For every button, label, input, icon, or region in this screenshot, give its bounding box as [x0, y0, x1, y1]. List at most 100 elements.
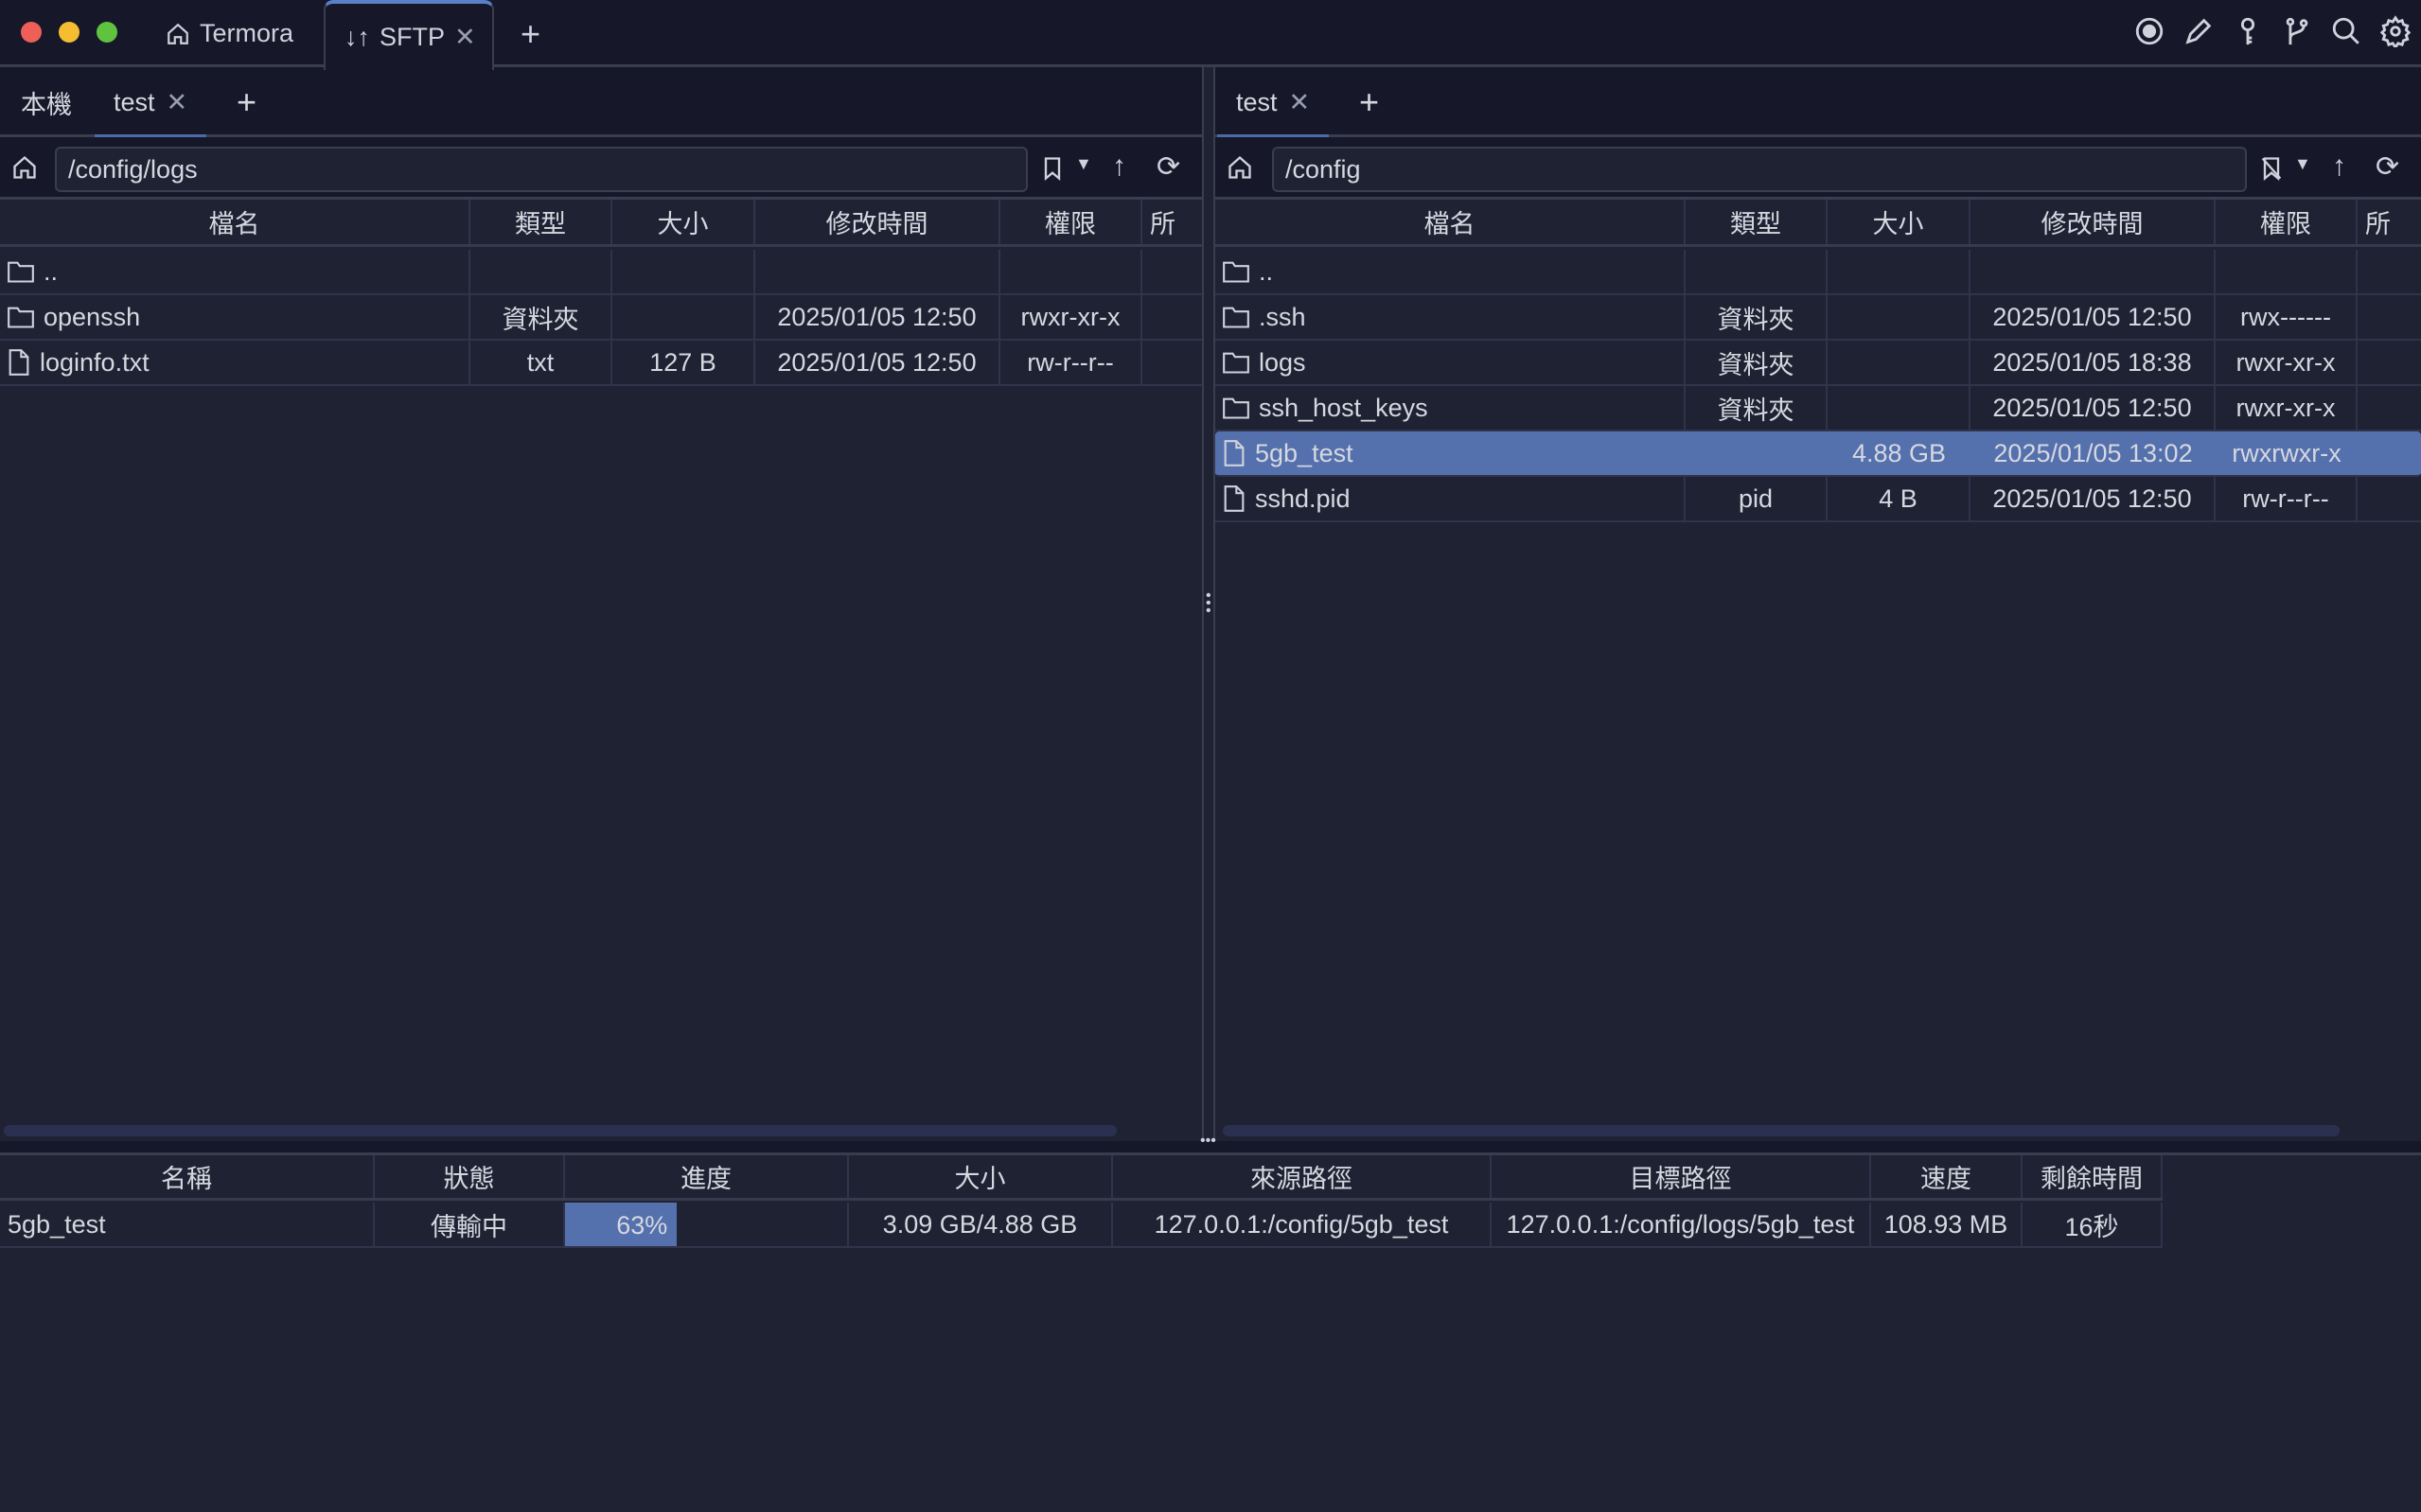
new-tab-button[interactable]: +	[218, 67, 275, 137]
column-header[interactable]: 權限	[2216, 200, 2358, 244]
cell: rw-r--r--	[1000, 341, 1142, 384]
tab-sftp[interactable]: ↓↑ SFTP ✕	[324, 0, 494, 70]
chevron-down-icon[interactable]: ▼	[2294, 154, 2311, 173]
home-icon	[166, 22, 190, 46]
column-header[interactable]: 來源路徑	[1113, 1155, 1492, 1198]
horizontal-scrollbar[interactable]	[4, 1125, 1117, 1136]
folder-icon	[1223, 396, 1249, 419]
cell	[755, 250, 1000, 293]
file-mtime: 2025/01/05 13:02	[1993, 438, 2193, 467]
new-tab-button[interactable]: +	[1340, 67, 1398, 137]
file-row[interactable]: .ssh 資料夾 2025/01/05 12:50 rwx------	[1215, 295, 2421, 341]
column-header[interactable]: 權限	[1000, 200, 1142, 244]
file-perm: rw-r--r--	[2242, 483, 2329, 513]
cell	[612, 250, 755, 293]
file-row[interactable]: ..	[0, 250, 1221, 295]
file-row[interactable]: sshd.pid pid 4 B 2025/01/05 12:50 rw-r--r--	[1215, 477, 2421, 522]
column-header[interactable]: 速度	[1871, 1155, 2023, 1198]
arrow-up-icon[interactable]: ↑	[2332, 150, 2346, 182]
refresh-icon[interactable]: ⟳	[1157, 151, 1181, 183]
minimize-window-button[interactable]	[59, 22, 80, 43]
column-header[interactable]: 檔名	[1215, 200, 1686, 244]
file-perm: rwxrwxr-x	[2232, 438, 2341, 467]
vertical-splitter[interactable]: •••	[0, 1133, 2421, 1154]
column-header[interactable]: 檔名	[0, 200, 470, 244]
pencil-icon[interactable]	[2182, 15, 2215, 47]
cell	[2358, 431, 2421, 475]
file-size: 4 B	[1879, 483, 1917, 513]
tab-test[interactable]: test ✕	[95, 67, 207, 140]
panel-splitter[interactable]: • • •	[1202, 67, 1215, 1141]
tab-local[interactable]: 本機	[2, 67, 91, 137]
column-header[interactable]: 修改時間	[1970, 200, 2216, 244]
title-bar: Termora ↓↑ SFTP ✕ +	[0, 0, 2421, 70]
cell: 4 B	[1828, 477, 1970, 520]
column-header[interactable]: 狀態	[375, 1155, 565, 1198]
new-tab-button[interactable]: +	[502, 0, 559, 67]
file-row[interactable]: loginfo.txt txt 127 B 2025/01/05 12:50 rw-r-…	[0, 341, 1221, 386]
column-header[interactable]: 所	[2358, 200, 2421, 244]
transfer-row[interactable]: 5gb_test 傳輸中 63% 3.09 GB/4.88 GB 127.0.0.1:/…	[0, 1203, 2163, 1248]
text: 127.0.0.1:/config/5gb_test	[1154, 1209, 1449, 1239]
cell: openssh	[0, 295, 470, 339]
search-icon[interactable]	[2330, 15, 2362, 47]
maximize-window-button[interactable]	[97, 22, 117, 43]
tab-termora[interactable]: Termora	[147, 0, 312, 67]
folder-icon	[1223, 351, 1249, 374]
cell: sshd.pid	[1215, 477, 1686, 520]
record-icon[interactable]	[2133, 15, 2165, 47]
cell: 2025/01/05 12:50	[1970, 386, 2216, 430]
file-size: 4.88 GB	[1851, 438, 1947, 467]
cell	[1828, 341, 1970, 384]
cell: rwx------	[2216, 295, 2358, 339]
file-row[interactable]: 5gb_test 4.88 GB 2025/01/05 13:02 rwxrwxr-x	[1215, 431, 2421, 477]
file-row[interactable]: ssh_host_keys 資料夾 2025/01/05 12:50 rwxr-xr-…	[1215, 386, 2421, 431]
column-header[interactable]: 進度	[565, 1155, 849, 1198]
home-icon[interactable]	[11, 154, 38, 181]
column-header[interactable]: 類型	[470, 200, 612, 244]
close-tab-icon[interactable]: ✕	[166, 87, 188, 116]
file-name: ssh_host_keys	[1259, 393, 1428, 422]
file-row[interactable]: openssh 資料夾 2025/01/05 12:50 rwxr-xr-x	[0, 295, 1221, 341]
file-row[interactable]: logs 資料夾 2025/01/05 18:38 rwxr-xr-x	[1215, 341, 2421, 386]
column-header[interactable]: 修改時間	[755, 200, 1000, 244]
cell: 2025/01/05 12:50	[755, 341, 1000, 384]
path-input[interactable]: /config	[1272, 147, 2247, 192]
refresh-icon[interactable]: ⟳	[2376, 151, 2400, 183]
bookmark-icon[interactable]	[1039, 154, 1066, 183]
cell: ..	[1215, 250, 1686, 293]
tab-label: 本機	[21, 90, 72, 119]
tab-test[interactable]: test ✕	[1217, 67, 1330, 140]
file-icon	[8, 349, 30, 376]
file-row[interactable]: ..	[1215, 250, 2421, 295]
path-bar: /config/logs ▼ ↑ ⟳	[0, 137, 1202, 200]
cell: 2025/01/05 12:50	[1970, 295, 2216, 339]
column-header[interactable]: 大小	[849, 1155, 1113, 1198]
close-tab-icon[interactable]: ✕	[454, 22, 476, 51]
folder-icon	[1223, 260, 1249, 283]
column-header[interactable]: 大小	[612, 200, 755, 244]
column-header[interactable]: 剩餘時間	[2023, 1155, 2163, 1198]
git-branch-icon[interactable]	[2281, 15, 2313, 47]
chevron-down-icon[interactable]: ▼	[1075, 154, 1092, 173]
column-header[interactable]: 類型	[1686, 200, 1828, 244]
close-window-button[interactable]	[21, 22, 42, 43]
cell	[1828, 250, 1970, 293]
cell: 2025/01/05 12:50	[1970, 477, 2216, 520]
transfer-remaining: 16秒	[2023, 1203, 2163, 1246]
file-mtime: 2025/01/05 12:50	[777, 302, 977, 331]
home-icon[interactable]	[1227, 154, 1253, 181]
arrow-up-icon[interactable]: ↑	[1112, 150, 1126, 182]
horizontal-scrollbar[interactable]	[1223, 1125, 2340, 1136]
close-tab-icon[interactable]: ✕	[1288, 87, 1311, 116]
column-header[interactable]: 目標路徑	[1492, 1155, 1871, 1198]
column-header[interactable]: 大小	[1828, 200, 1970, 244]
path-input[interactable]: /config/logs	[55, 147, 1028, 192]
key-icon[interactable]	[2232, 15, 2264, 47]
bookmark-off-icon[interactable]	[2258, 154, 2285, 183]
column-header[interactable]: 名稱	[0, 1155, 375, 1198]
file-name: 5gb_test	[1255, 438, 1353, 467]
tab-label: SFTP	[380, 22, 446, 51]
cell: ..	[0, 250, 470, 293]
gear-icon[interactable]	[2379, 15, 2412, 47]
